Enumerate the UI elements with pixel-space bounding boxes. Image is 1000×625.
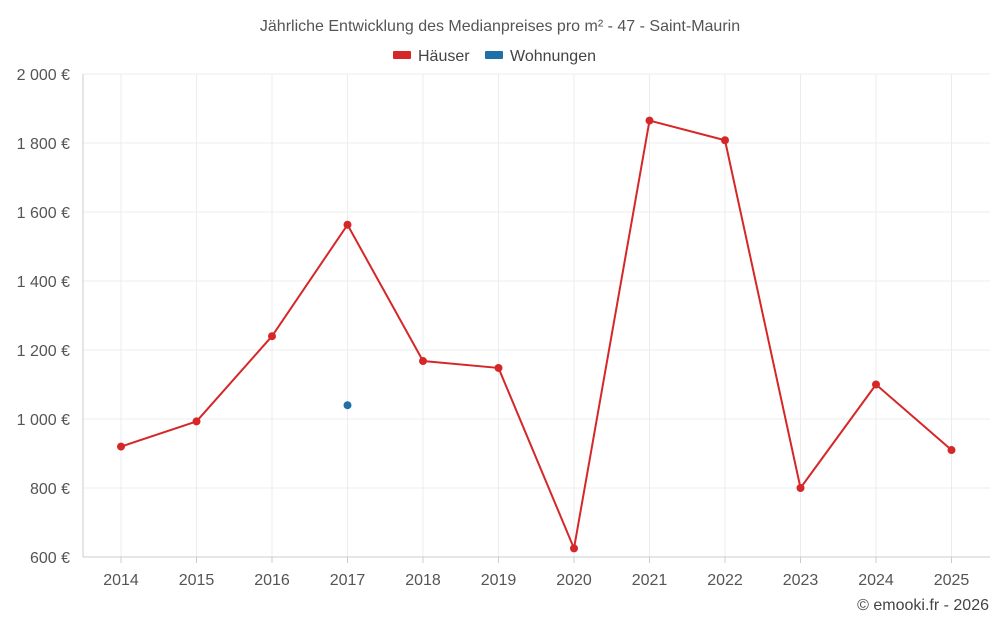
y-tick-label: 800 € [30, 481, 70, 498]
x-tick-label: 2017 [330, 572, 366, 589]
y-tick-label: 1 000 € [17, 412, 70, 429]
data-point-haeuser[interactable] [494, 363, 503, 372]
data-point-haeuser[interactable] [268, 332, 276, 341]
grid [83, 73, 990, 557]
legend-swatch-haeuser [393, 51, 411, 59]
x-tick-label: 2022 [707, 572, 743, 589]
data-point-haeuser[interactable] [117, 442, 125, 451]
data-point-haeuser[interactable] [343, 220, 352, 229]
legend-label-haeuser[interactable]: Häuser [418, 48, 470, 65]
x-tick-label: 2016 [254, 572, 290, 589]
chart-title: Jährliche Entwicklung des Medianpreises … [260, 18, 740, 35]
series-line-haeuser [120, 119, 953, 550]
data-point-haeuser[interactable] [419, 357, 427, 366]
x-tick-label: 2023 [783, 572, 819, 589]
axes: 600 € 800 € 1 000 € 1 200 € 1 400 € 1 600 € 1 … [17, 67, 990, 589]
x-tick-label: 2018 [405, 572, 441, 589]
series-haeuser [117, 116, 956, 553]
data-point-wohnungen[interactable] [343, 401, 352, 410]
y-tick-label: 600 € [30, 550, 70, 567]
x-tick-label: 2021 [632, 572, 668, 589]
data-point-haeuser[interactable] [947, 446, 956, 455]
y-tick-label: 1 600 € [17, 205, 70, 222]
x-tick-label: 2015 [179, 572, 215, 589]
y-tick-label: 1 800 € [17, 136, 70, 153]
data-point-haeuser[interactable] [192, 417, 201, 426]
legend: Häuser Wohnungen [393, 48, 596, 65]
y-tick-label: 1 200 € [17, 343, 70, 360]
data-point-haeuser[interactable] [721, 136, 729, 145]
x-tick-label: 2025 [934, 572, 970, 589]
legend-label-wohnungen[interactable]: Wohnungen [510, 48, 596, 65]
series-wohnungen [343, 401, 352, 410]
data-point-haeuser[interactable] [645, 116, 654, 125]
series [117, 116, 956, 553]
data-point-haeuser[interactable] [872, 380, 880, 389]
data-point-haeuser[interactable] [796, 484, 805, 492]
x-tick-label: 2024 [858, 572, 894, 589]
y-tick-label: 1 400 € [17, 274, 70, 291]
y-tick-label: 2 000 € [17, 67, 70, 84]
x-tick-label: 2019 [481, 572, 517, 589]
x-tick-label: 2020 [556, 572, 592, 589]
legend-swatch-wohnungen [485, 51, 503, 59]
data-point-haeuser[interactable] [570, 544, 578, 553]
credit-text: © emooki.fr - 2026 [857, 597, 989, 614]
x-tick-label: 2014 [103, 572, 139, 589]
